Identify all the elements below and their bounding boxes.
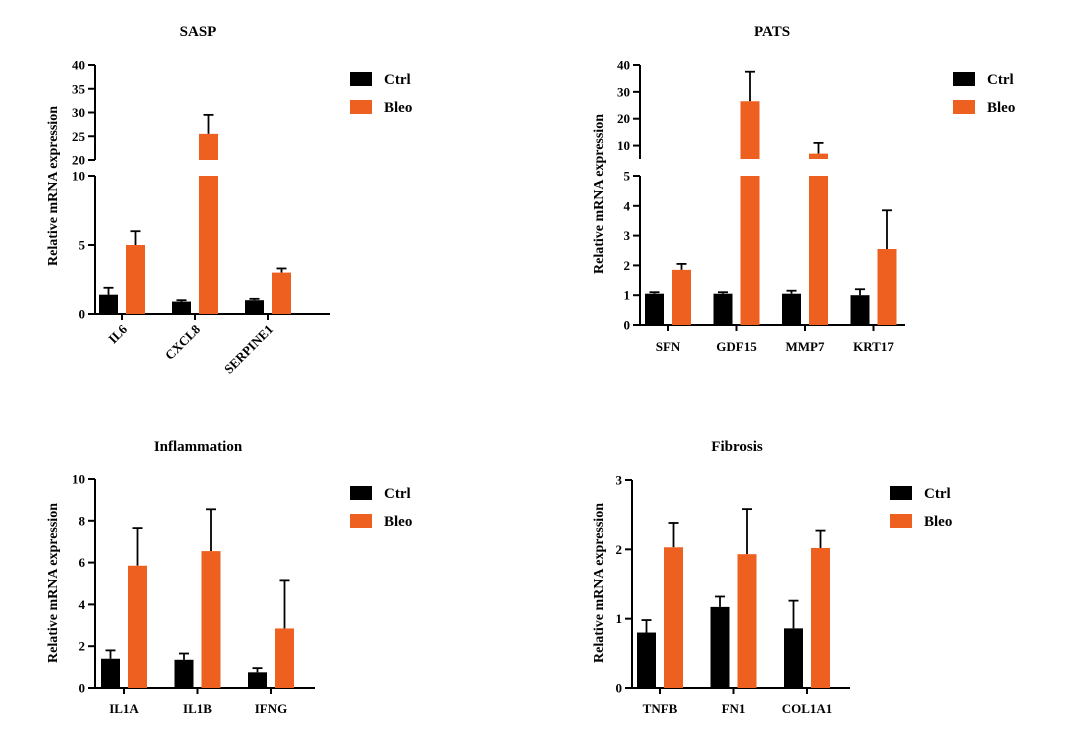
y-tick-label: 10 <box>72 169 85 184</box>
bar-ctrl-sfn <box>645 293 664 325</box>
y-tick-label: 30 <box>617 84 630 99</box>
bar-ctrl-fn1 <box>710 606 730 688</box>
y-tick-label: 3 <box>624 228 631 243</box>
legend-label-ctrl: Ctrl <box>384 486 411 502</box>
legend-label-ctrl: Ctrl <box>987 72 1014 88</box>
y-tick-label: 1 <box>624 288 631 303</box>
chart-title: Inflammation <box>154 439 243 455</box>
y-tick-label: 0 <box>624 318 631 333</box>
y-tick-label: 40 <box>617 58 630 73</box>
chart-title: PATS <box>754 24 790 40</box>
bar-ctrl-cxcl8 <box>172 301 191 314</box>
y-tick-label: 4 <box>624 198 631 213</box>
x-category-label: CXCL8 <box>162 321 204 363</box>
y-tick-label: 20 <box>72 153 85 168</box>
y-axis-label: Relative mRNA expression <box>592 114 607 274</box>
bar-bleo-mmp7-upper <box>809 153 828 159</box>
x-category-label: GDF15 <box>716 339 757 354</box>
y-tick-label: 10 <box>72 472 85 487</box>
bar-bleo-il1b <box>201 551 221 688</box>
bar-ctrl-il1a <box>101 658 120 688</box>
bar-bleo-col1a1 <box>811 547 830 688</box>
bar-ctrl-il6 <box>99 294 118 314</box>
y-tick-label: 20 <box>617 111 630 126</box>
bar-ctrl-ifng <box>248 672 267 688</box>
y-tick-label: 5 <box>79 238 86 253</box>
x-category-label: COL1A1 <box>782 701 833 716</box>
chart-panel-inflammation: Inflammation Relative mRNA expression 0 2 4 6… <box>46 439 412 716</box>
y-tick-label: 10 <box>617 138 630 153</box>
legend-label-bleo: Bleo <box>384 514 412 530</box>
chart-title: Fibrosis <box>711 439 763 455</box>
y-tick-label: 0 <box>616 681 623 696</box>
legend-label-bleo: Bleo <box>924 514 952 530</box>
bar-bleo-tnfb <box>664 547 683 688</box>
bar-bleo-krt17 <box>877 249 897 325</box>
y-axis-label: Relative mRNA expression <box>46 503 61 663</box>
y-tick-label: 3 <box>616 473 623 488</box>
legend-swatch-bleo <box>350 514 372 528</box>
y-tick-label: 8 <box>79 513 86 528</box>
chart-panel-pats: PATS Relative mRNA expression 0 1 2 3 4 5 10 20 30… <box>592 24 1015 354</box>
y-tick-label: 6 <box>79 555 86 570</box>
bar-bleo-fn1 <box>737 554 757 688</box>
x-category-label: IL1A <box>109 701 139 716</box>
legend-swatch-ctrl <box>953 72 975 86</box>
bar-ctrl-gdf15 <box>713 293 733 325</box>
x-category-label: IL6 <box>105 321 130 346</box>
y-tick-label: 5 <box>624 169 631 184</box>
y-tick-label: 0 <box>79 307 86 322</box>
y-tick-label: 2 <box>79 639 86 654</box>
legend-swatch-bleo <box>350 100 372 114</box>
bar-bleo-il6 <box>126 245 145 314</box>
chart-title: SASP <box>180 24 217 40</box>
x-category-label: TNFB <box>643 701 678 716</box>
legend-swatch-ctrl <box>350 486 372 500</box>
y-axis-label: Relative mRNA expression <box>592 503 607 663</box>
x-category-label: IL1B <box>183 701 212 716</box>
chart-panel-fibrosis: Fibrosis Relative mRNA expression 0 1 2 3 TNFB… <box>592 439 952 716</box>
legend-label-ctrl: Ctrl <box>384 72 411 88</box>
bar-ctrl-serpine1 <box>245 300 264 314</box>
y-tick-label: 4 <box>79 597 86 612</box>
y-tick-label: 0 <box>79 681 86 696</box>
bar-bleo-ifng <box>275 628 294 688</box>
x-category-label: FN1 <box>722 701 746 716</box>
bar-bleo-sfn <box>672 269 691 325</box>
bar-ctrl-tnfb <box>637 632 656 688</box>
legend-swatch-ctrl <box>350 72 372 86</box>
bar-bleo-cxcl8-upper <box>199 133 218 160</box>
legend-label-bleo: Bleo <box>384 100 412 116</box>
x-category-label: IFNG <box>255 701 288 716</box>
y-tick-label: 35 <box>72 81 86 96</box>
y-tick-label: 25 <box>72 129 86 144</box>
x-category-label: KRT17 <box>853 339 894 354</box>
bar-ctrl-krt17 <box>850 295 870 325</box>
y-tick-label: 30 <box>72 105 85 120</box>
bar-ctrl-il1b <box>174 659 194 688</box>
bar-bleo-gdf15-upper <box>740 101 760 159</box>
bar-ctrl-mmp7 <box>782 293 801 325</box>
legend-swatch-bleo <box>890 514 912 528</box>
y-tick-label: 40 <box>72 58 85 73</box>
legend-label-bleo: Bleo <box>987 100 1015 116</box>
legend-swatch-ctrl <box>890 486 912 500</box>
bar-bleo-serpine1 <box>272 272 291 314</box>
y-tick-label: 2 <box>616 542 623 557</box>
legend-swatch-bleo <box>953 100 975 114</box>
y-axis-label: Relative mRNA expression <box>46 106 61 266</box>
bar-bleo-mmp7 <box>809 176 828 325</box>
bar-bleo-il1a <box>128 565 147 688</box>
x-category-label: SERPINE1 <box>221 322 276 377</box>
y-tick-label: 1 <box>616 611 623 626</box>
bar-ctrl-col1a1 <box>784 628 803 688</box>
bar-bleo-cxcl8 <box>199 176 218 314</box>
legend-label-ctrl: Ctrl <box>924 486 951 502</box>
y-tick-label: 2 <box>624 258 631 273</box>
x-category-label: SFN <box>656 339 681 354</box>
x-category-label: MMP7 <box>786 339 825 354</box>
bar-bleo-gdf15 <box>740 176 760 325</box>
